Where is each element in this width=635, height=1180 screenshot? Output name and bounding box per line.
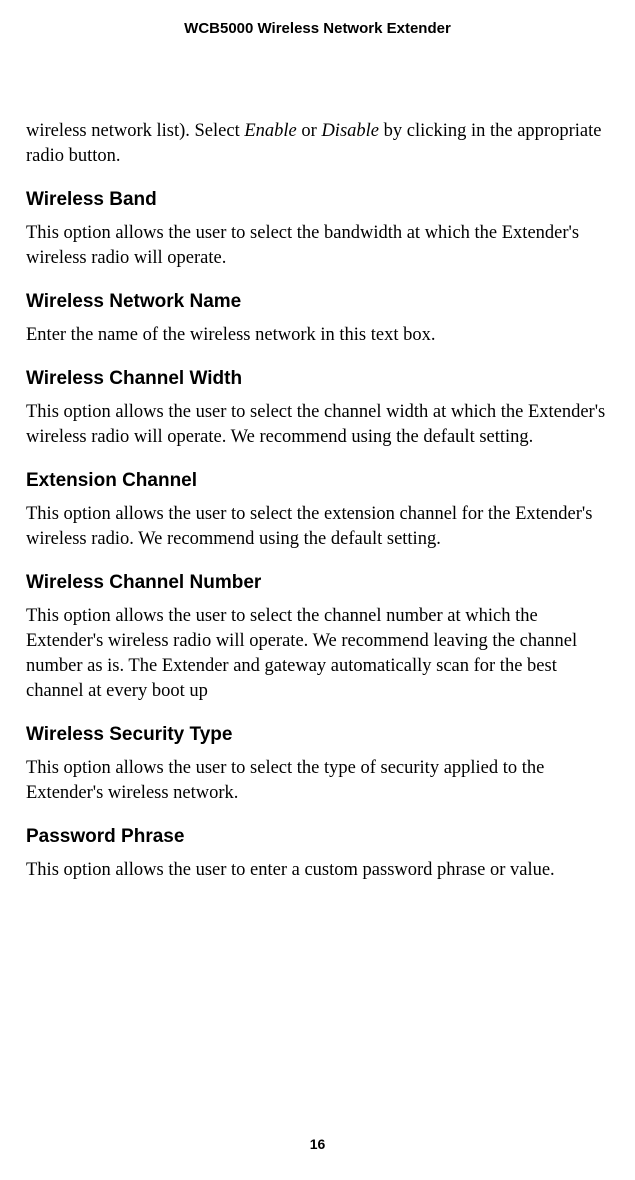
section-heading-extension-channel: Extension Channel bbox=[26, 470, 609, 492]
section-body-wireless-security-type: This option allows the user to select th… bbox=[26, 756, 609, 806]
section-body-wireless-network-name: Enter the name of the wireless network i… bbox=[26, 323, 609, 348]
intro-italic-disable: Disable bbox=[321, 121, 379, 141]
section-heading-wireless-band: Wireless Band bbox=[26, 189, 609, 211]
document-header: WCB5000 Wireless Network Extender bbox=[26, 20, 609, 37]
section-heading-password-phrase: Password Phrase bbox=[26, 826, 609, 848]
section-heading-wireless-channel-number: Wireless Channel Number bbox=[26, 572, 609, 594]
intro-paragraph: wireless network list). Select Enable or… bbox=[26, 119, 609, 169]
section-heading-wireless-network-name: Wireless Network Name bbox=[26, 291, 609, 313]
section-body-password-phrase: This option allows the user to enter a c… bbox=[26, 858, 609, 883]
section-body-wireless-channel-width: This option allows the user to select th… bbox=[26, 400, 609, 450]
page-number: 16 bbox=[0, 1136, 635, 1152]
intro-text-mid: or bbox=[297, 121, 322, 141]
section-body-wireless-band: This option allows the user to select th… bbox=[26, 221, 609, 271]
section-body-wireless-channel-number: This option allows the user to select th… bbox=[26, 604, 609, 704]
section-heading-wireless-security-type: Wireless Security Type bbox=[26, 724, 609, 746]
intro-italic-enable: Enable bbox=[244, 121, 296, 141]
section-heading-wireless-channel-width: Wireless Channel Width bbox=[26, 368, 609, 390]
section-body-extension-channel: This option allows the user to select th… bbox=[26, 502, 609, 552]
intro-text-prefix: wireless network list). Select bbox=[26, 121, 244, 141]
